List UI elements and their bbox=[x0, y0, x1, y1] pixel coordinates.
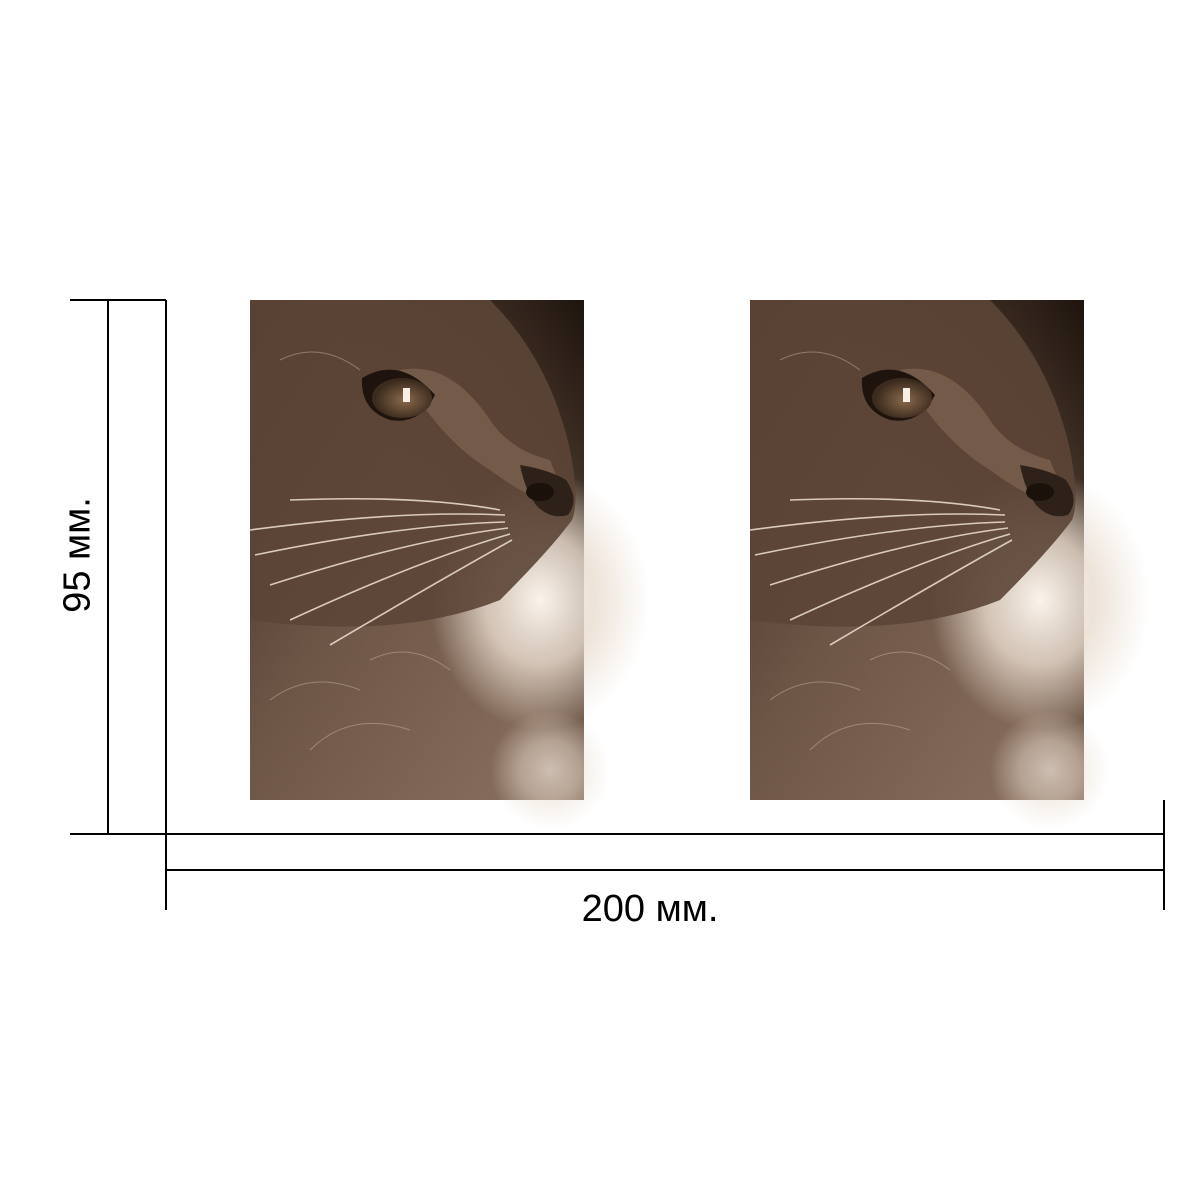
height-label: 95 мм. bbox=[56, 497, 99, 613]
width-label: 200 мм. bbox=[581, 888, 719, 930]
photo-right bbox=[749, 299, 1151, 831]
photo-left bbox=[249, 299, 651, 831]
width-dimension-line bbox=[165, 800, 1165, 910]
height-dimension-line bbox=[70, 299, 167, 835]
